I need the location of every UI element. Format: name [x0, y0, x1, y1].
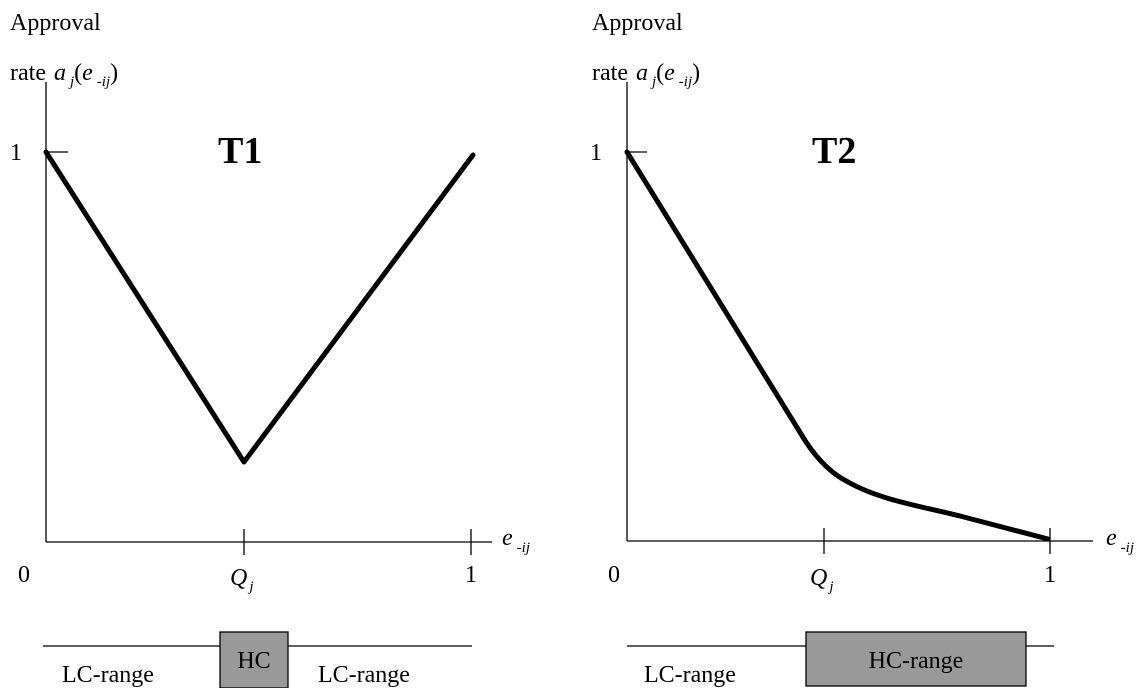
t1-ylabel-e: e [82, 60, 93, 86]
t2-x-axis-label: e -ij [1106, 525, 1134, 556]
t2-ylabel-sub: -ij [679, 74, 692, 90]
t1-x-tick-q-sub: j [247, 579, 253, 595]
t2-x-tick-label-0: 0 [608, 562, 620, 588]
t1-hc-box [219, 631, 289, 688]
t1-title: T1 [218, 130, 262, 172]
t1-xlabel-e: e [502, 525, 513, 551]
t2-ylabel-rate-word: rate [592, 60, 628, 86]
t2-ylabel-approval: Approval [592, 10, 683, 36]
t2-xlabel-sub: -ij [1121, 540, 1134, 556]
t1-ylabel-close: ) [110, 60, 118, 86]
t1-hc-label: HC [237, 648, 270, 674]
t1-x-tick-label-0: 0 [18, 562, 30, 588]
t1-ylabel-a: a [54, 60, 66, 86]
t2-y-tick-label-1: 1 [590, 140, 602, 166]
t1-x-tick-q-letter: Q [230, 565, 247, 591]
t1-xlabel-sub: -ij [517, 540, 530, 556]
t1-ylabel-j: j [68, 74, 74, 90]
t1-lc-range-right: LC-range [318, 662, 410, 688]
t2-approval-curve [624, 149, 1051, 542]
t2-title: T2 [812, 130, 856, 172]
t1-y-tick-label-1: 1 [10, 140, 22, 166]
t2-lc-range-left: LC-range [644, 662, 736, 688]
t2-xlabel-e: e [1106, 525, 1117, 551]
t2-ylabel-rate: rate a j(e -ij) [592, 60, 700, 90]
t2-ylabel-j: j [650, 74, 656, 90]
t2-ylabel-open: ( [656, 60, 664, 86]
t2-ylabel-e: e [664, 60, 675, 86]
t1-ylabel-rate: rate a j(e -ij) [10, 60, 118, 90]
t2-hc-range-label: HC-range [869, 648, 964, 674]
t1-approval-curve [43, 149, 476, 465]
t2-x-tick-q-letter: Q [810, 565, 827, 591]
t1-ylabel-open: ( [74, 60, 82, 86]
t2-x-tick-label-1: 1 [1044, 562, 1056, 588]
t1-lc-range-left: LC-range [62, 662, 154, 688]
t2-ylabel-a: a [636, 60, 648, 86]
t1-ylabel-sub: -ij [97, 74, 110, 90]
t2-hc-range-box [805, 631, 1027, 687]
t1-x-tick-label-1: 1 [465, 562, 477, 588]
t1-ylabel-rate-word: rate [10, 60, 46, 86]
t1-x-axis-label: e -ij [502, 525, 530, 556]
t2-ylabel-close: ) [692, 60, 700, 86]
t2-x-tick-q-sub: j [827, 579, 833, 595]
t1-ylabel-approval: Approval [10, 10, 101, 36]
